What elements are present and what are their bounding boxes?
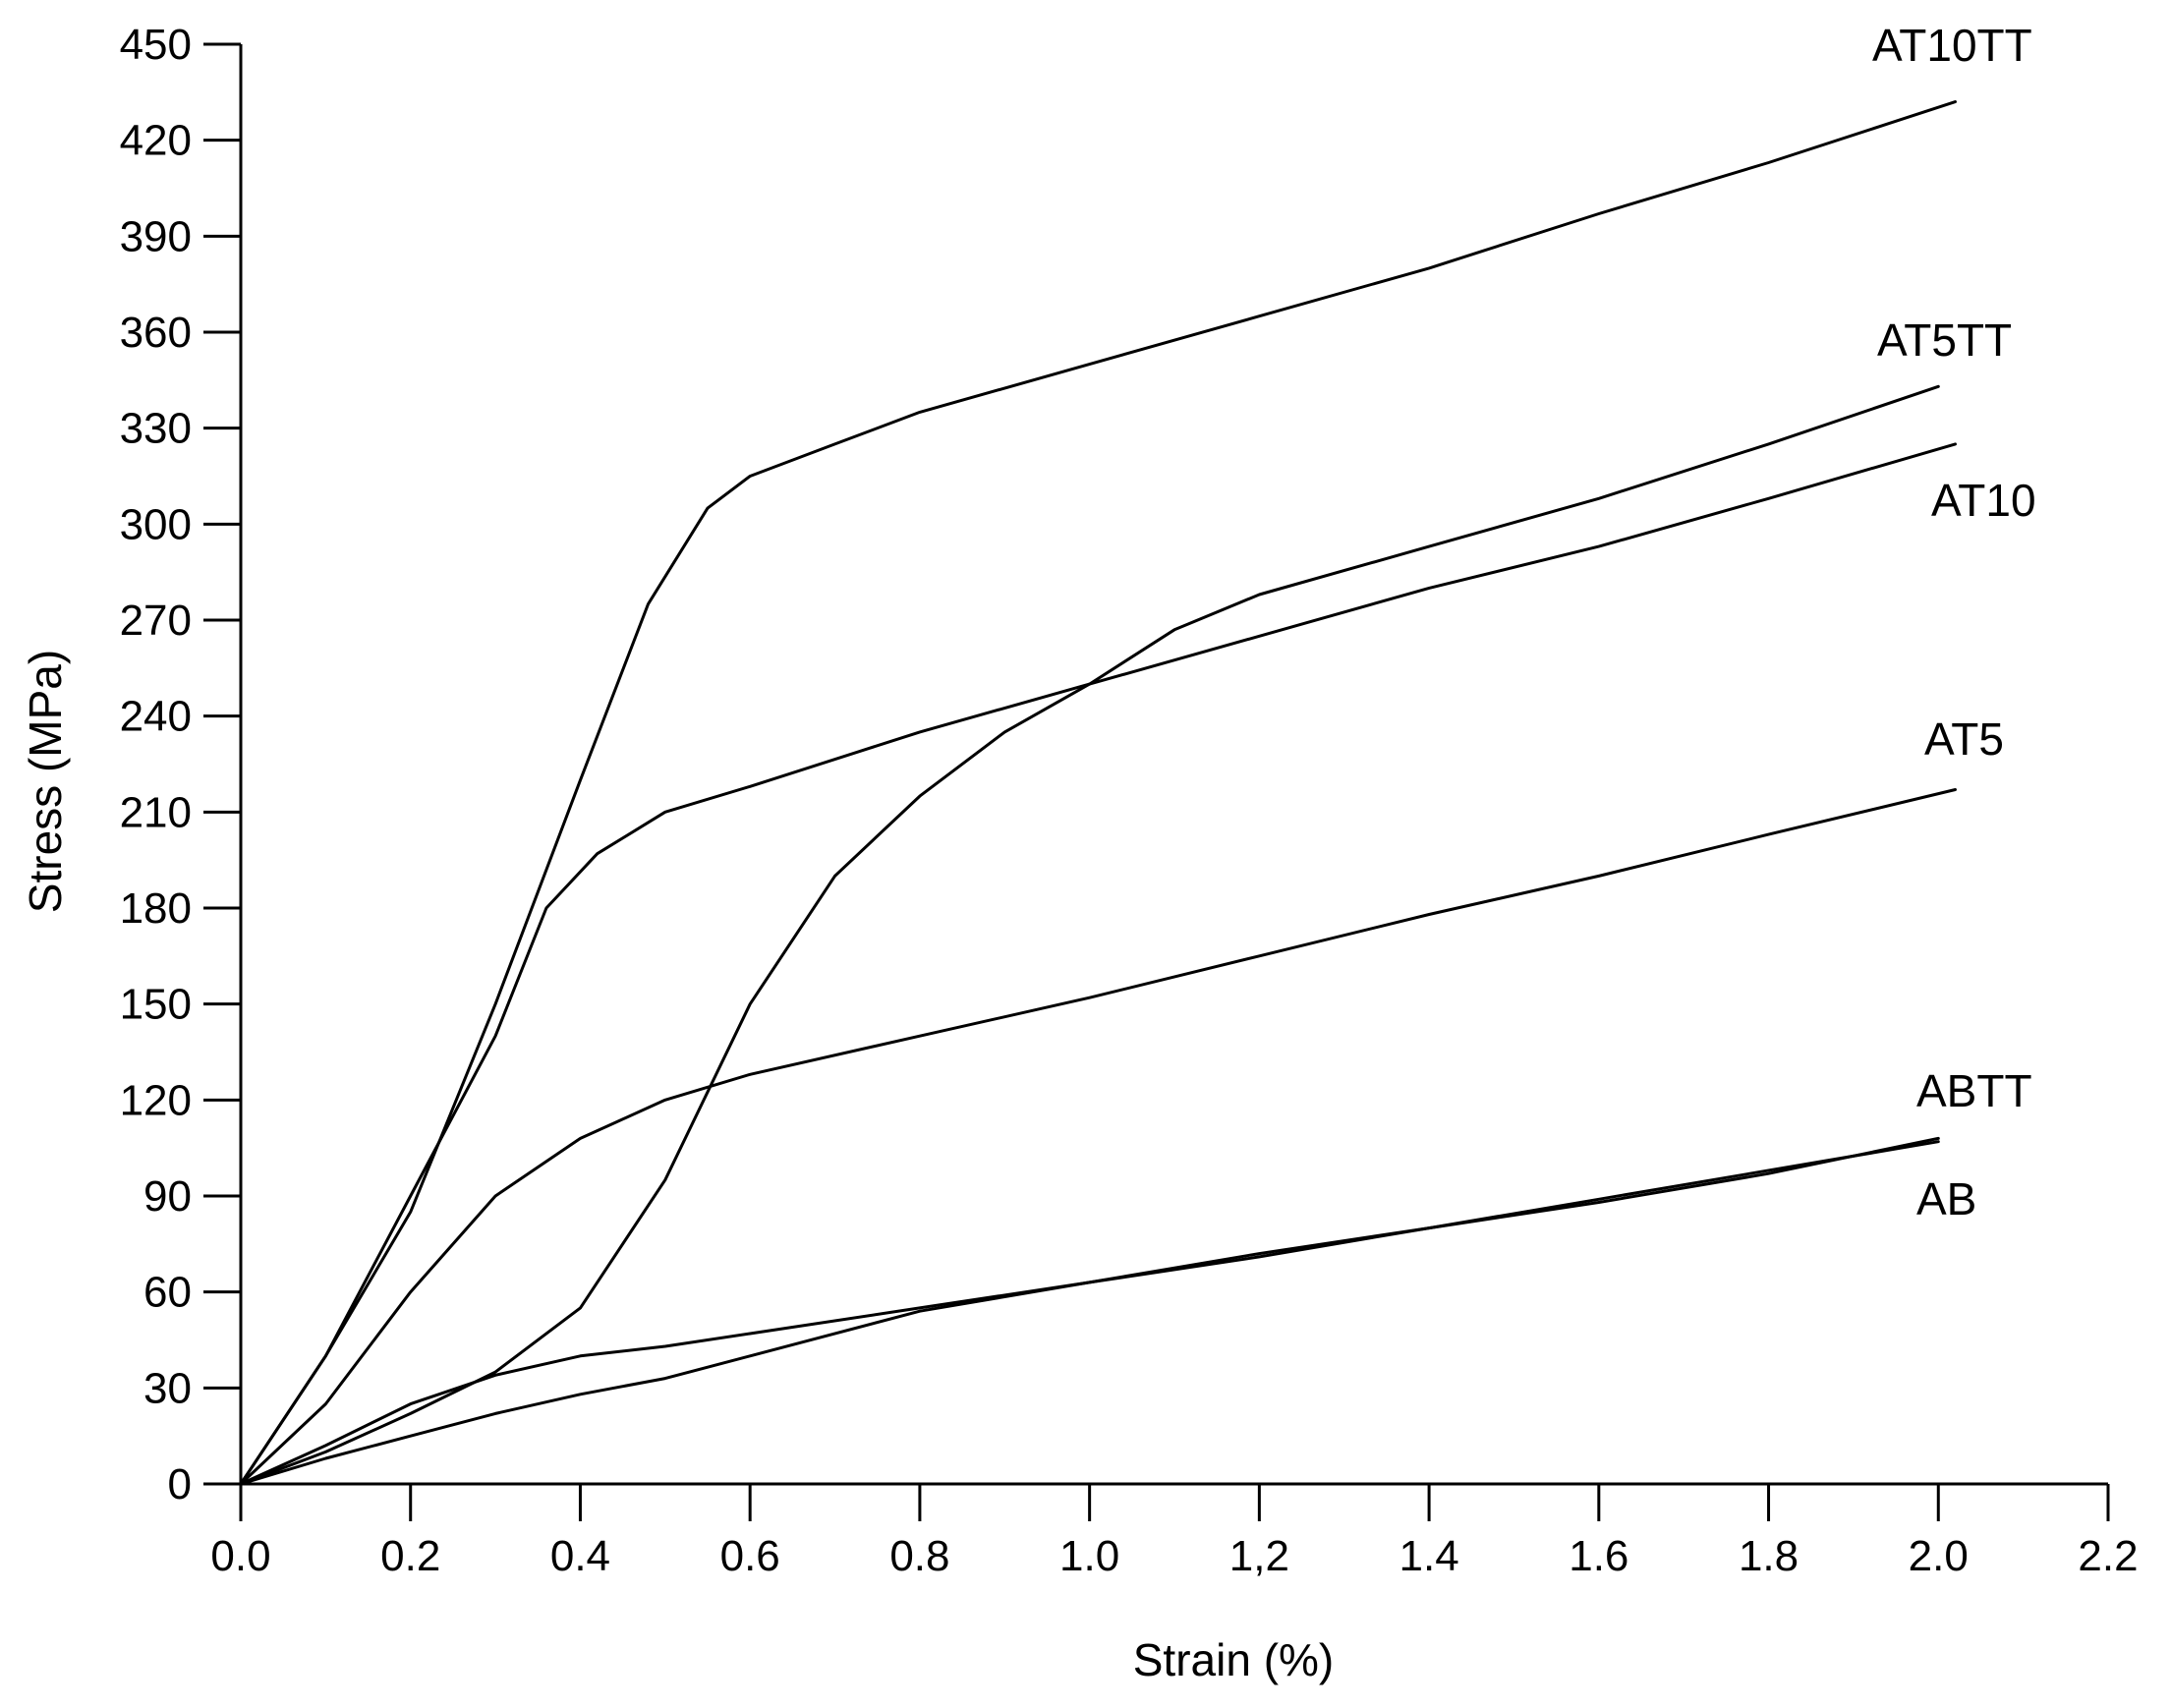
y-tick-label: 30 (143, 1364, 192, 1412)
y-tick-label: 450 (120, 21, 192, 69)
y-tick-label: 0 (168, 1460, 192, 1509)
x-tick-label: 0.4 (550, 1532, 610, 1580)
x-tick-label: 1.0 (1059, 1532, 1119, 1580)
y-ticks: 0 30 60 90 120 150 180 210 240 270 300 330 360 390 420… (120, 21, 241, 1509)
x-axis-title: Strain (%) (1133, 1634, 1334, 1685)
y-tick-label: 360 (120, 309, 192, 357)
series-line-at10tt (239, 100, 1957, 1486)
y-tick-label: 390 (120, 212, 192, 260)
x-tick-label: 0.0 (210, 1532, 270, 1580)
y-axis-title: Stress (MPa) (20, 650, 71, 913)
x-tick-label: 1,2 (1229, 1532, 1289, 1580)
x-tick-label: 0.2 (380, 1532, 440, 1580)
series-line-at5tt (239, 384, 1940, 1486)
series-lines (239, 100, 1957, 1486)
x-tick-label: 1.4 (1399, 1532, 1459, 1580)
y-tick-label: 420 (120, 117, 192, 165)
series-label-at5: AT5 (1924, 713, 2004, 765)
axes (239, 44, 2108, 1486)
y-tick-label: 150 (120, 981, 192, 1029)
series-label-at5tt: AT5TT (1877, 314, 2012, 366)
series-line-abtt (239, 1136, 1940, 1486)
y-tick-label: 330 (120, 405, 192, 453)
x-ticks: 0.0 0.2 0.4 0.6 0.8 1.0 1,2 1.4 1.6 1.8 2.0 2.2 (210, 1484, 2139, 1580)
y-tick-label: 180 (120, 884, 192, 933)
y-tick-label: 270 (120, 597, 192, 645)
y-tick-label: 120 (120, 1076, 192, 1124)
series-label-at10tt: AT10TT (1872, 20, 2032, 71)
x-tick-label: 1.8 (1739, 1532, 1799, 1580)
x-tick-label: 2.2 (2078, 1532, 2138, 1580)
x-tick-label: 2.0 (1909, 1532, 1969, 1580)
y-tick-label: 60 (143, 1269, 192, 1317)
series-labels: AT10TT AT5TT AT10 AT5 ABTT AB (1872, 20, 2036, 1224)
series-label-at10: AT10 (1931, 475, 2036, 526)
y-tick-label: 90 (143, 1172, 192, 1221)
x-tick-label: 0.6 (720, 1532, 780, 1580)
x-tick-label: 1.6 (1569, 1532, 1628, 1580)
series-line-at5 (239, 788, 1957, 1486)
x-tick-label: 0.8 (889, 1532, 949, 1580)
series-label-abtt: ABTT (1916, 1065, 2032, 1116)
y-tick-label: 240 (120, 693, 192, 741)
y-tick-label: 210 (120, 788, 192, 836)
y-tick-label: 300 (120, 500, 192, 548)
series-line-ab (239, 1140, 1940, 1486)
series-label-ab: AB (1916, 1173, 1976, 1224)
series-line-at10 (239, 442, 1957, 1486)
